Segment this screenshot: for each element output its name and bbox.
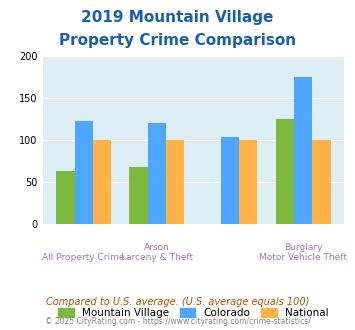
Bar	[148, 123, 166, 224]
Text: Compared to U.S. average. (U.S. average equals 100): Compared to U.S. average. (U.S. average …	[46, 297, 309, 307]
Text: Motor Vehicle Theft: Motor Vehicle Theft	[259, 253, 347, 262]
Bar	[93, 140, 111, 224]
Legend: Mountain Village, Colorado, National: Mountain Village, Colorado, National	[54, 304, 333, 322]
Bar	[294, 77, 312, 224]
Bar	[166, 140, 184, 224]
Bar	[239, 140, 257, 224]
Text: Property Crime Comparison: Property Crime Comparison	[59, 33, 296, 48]
Text: © 2025 CityRating.com - https://www.cityrating.com/crime-statistics/: © 2025 CityRating.com - https://www.city…	[45, 317, 310, 326]
Text: Arson: Arson	[144, 243, 170, 252]
Bar	[75, 121, 93, 224]
Bar	[312, 140, 331, 224]
Bar	[276, 119, 294, 224]
Text: Burglary: Burglary	[284, 243, 322, 252]
Bar	[130, 167, 148, 224]
Text: 2019 Mountain Village: 2019 Mountain Village	[81, 10, 274, 25]
Bar	[56, 171, 75, 224]
Text: All Property Crime: All Property Crime	[43, 253, 125, 262]
Bar	[221, 137, 239, 224]
Text: Larceny & Theft: Larceny & Theft	[121, 253, 193, 262]
